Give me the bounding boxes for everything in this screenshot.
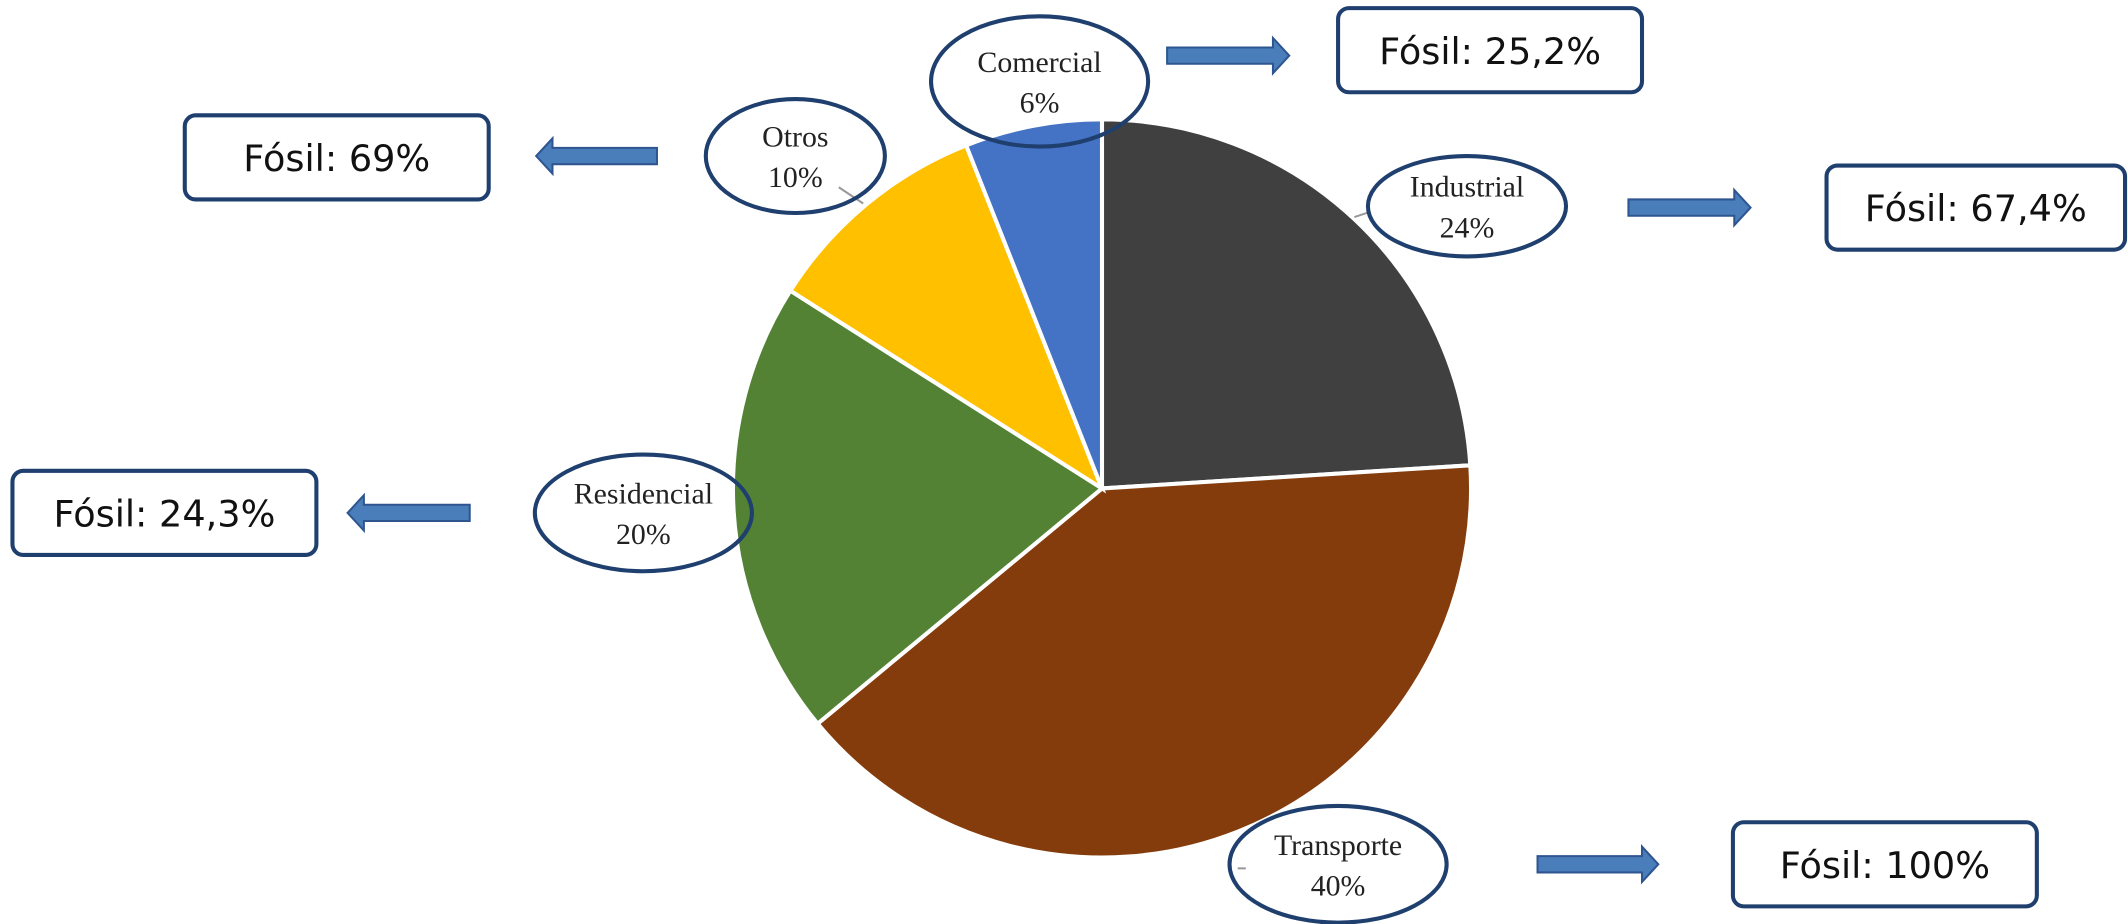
category-label: Transporte bbox=[1274, 829, 1402, 862]
pie-slice bbox=[963, 117, 1105, 490]
fossil-box bbox=[182, 113, 491, 202]
pie-slice bbox=[1099, 117, 1473, 491]
value-label: 10% bbox=[768, 161, 823, 194]
fossil-label: Fósil: 67,4% bbox=[1865, 187, 2087, 230]
fossil-box bbox=[1730, 820, 2039, 909]
pie-slice bbox=[787, 142, 1107, 494]
label-ellipse bbox=[1365, 154, 1569, 259]
label-ellipse bbox=[1227, 803, 1449, 924]
category-label: Industrial bbox=[1410, 171, 1524, 204]
label-ellipse bbox=[703, 97, 887, 216]
category-label: Comercial bbox=[977, 46, 1101, 79]
fossil-box bbox=[1336, 6, 1645, 95]
category-label: Residencial bbox=[574, 477, 713, 510]
fossil-box bbox=[10, 468, 319, 557]
arrow bbox=[1166, 35, 1291, 76]
arrow bbox=[1627, 187, 1752, 228]
pie-slice bbox=[730, 287, 1106, 727]
arrow bbox=[346, 492, 471, 534]
value-label: 40% bbox=[1311, 870, 1366, 903]
fossil-label: Fósil: 69% bbox=[243, 137, 430, 180]
value-label: 6% bbox=[1020, 87, 1060, 120]
category-label: Otros bbox=[762, 121, 828, 154]
label-ellipse bbox=[532, 452, 754, 574]
arrow bbox=[1536, 844, 1660, 885]
value-label: 24% bbox=[1440, 211, 1495, 244]
label-ellipse bbox=[928, 14, 1151, 149]
value-label: 20% bbox=[616, 518, 671, 551]
fossil-box bbox=[1824, 163, 2128, 252]
arrow bbox=[534, 135, 658, 177]
leader-line bbox=[838, 186, 864, 205]
fossil-label: Fósil: 24,3% bbox=[53, 492, 275, 535]
pie-slice bbox=[814, 463, 1474, 860]
fossil-label: Fósil: 100% bbox=[1780, 844, 1990, 887]
fossil-label: Fósil: 25,2% bbox=[1379, 30, 1601, 73]
